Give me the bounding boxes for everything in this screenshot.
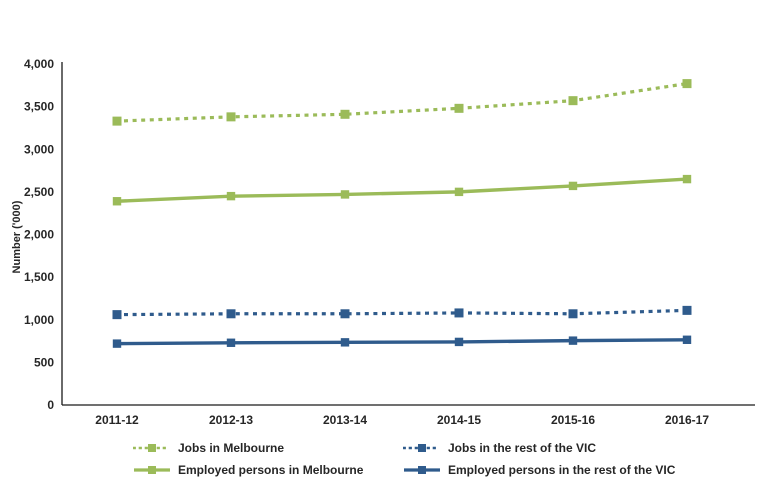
data-point-marker [568,336,578,345]
legend-swatch-green-solid-icon [134,466,170,474]
legend-label: Employed persons in the rest of the VIC [448,463,676,477]
data-point-marker [112,197,122,206]
x-tick-label: 2016-17 [665,413,709,427]
data-point-marker [226,191,236,201]
data-point-marker [340,309,350,319]
legend-label: Employed persons in Melbourne [178,463,364,477]
data-point-marker [454,337,464,347]
data-point-marker [454,308,464,318]
x-tick-label: 2011-12 [95,413,139,427]
y-tick-label: 3,000 [24,142,54,156]
data-point-marker [682,174,692,184]
data-point-marker [226,338,236,347]
series-line-0 [115,81,689,123]
y-tick-label: 2,000 [24,228,54,242]
y-axis-title: Number ('000) [11,200,23,274]
legend-label: Jobs in Melbourne [178,441,285,455]
legend-swatch-green-dotted-icon [133,444,171,452]
data-point-marker [568,181,578,191]
data-point-marker [226,309,236,319]
y-tick-label: 500 [34,355,54,369]
data-point-marker [454,187,464,197]
y-tick-label: 0 [47,398,54,412]
x-tick-label: 2014-15 [437,413,481,427]
y-tick-label: 2,500 [24,185,54,199]
legend-swatch-blue-dotted-icon [403,444,441,452]
y-tick-label: 4,000 [24,57,54,71]
data-point-marker [112,116,122,126]
data-point-marker [568,309,578,319]
legend-swatch-blue-solid-icon [404,466,440,474]
series-line-1 [115,308,689,317]
data-point-marker [226,112,236,122]
data-point-marker [340,338,350,347]
y-tick-label: 3,500 [24,100,54,114]
data-point-marker [682,335,692,344]
legend-item-jobs-rest-vic: Jobs in the rest of the VIC [403,440,596,456]
data-point-marker [340,109,350,119]
data-point-marker [112,310,122,320]
data-point-marker [340,190,350,199]
y-tick-label: 1,000 [24,313,54,327]
legend-item-jobs-melbourne: Jobs in Melbourne [133,440,284,456]
legend-item-employed-rest-vic: Employed persons in the rest of the VIC [403,462,675,478]
x-tick-label: 2013-14 [323,413,367,427]
x-tick-label: 2015-16 [551,413,595,427]
x-tick-label: 2012-13 [209,413,253,427]
series-line-2 [116,177,688,203]
y-tick-label: 1,500 [24,270,54,284]
data-point-marker [568,96,578,106]
data-point-marker [112,339,122,348]
legend-item-employed-melbourne: Employed persons in Melbourne [133,462,363,478]
series-line-3 [116,338,688,346]
data-point-marker [682,79,692,89]
data-point-marker [682,305,692,315]
legend-label: Jobs in the rest of the VIC [448,441,597,455]
chart-svg: 0 500 1,000 1,500 2,000 2,500 3,000 3,500 4,000 2… [24,57,755,427]
data-point-marker [454,103,464,113]
